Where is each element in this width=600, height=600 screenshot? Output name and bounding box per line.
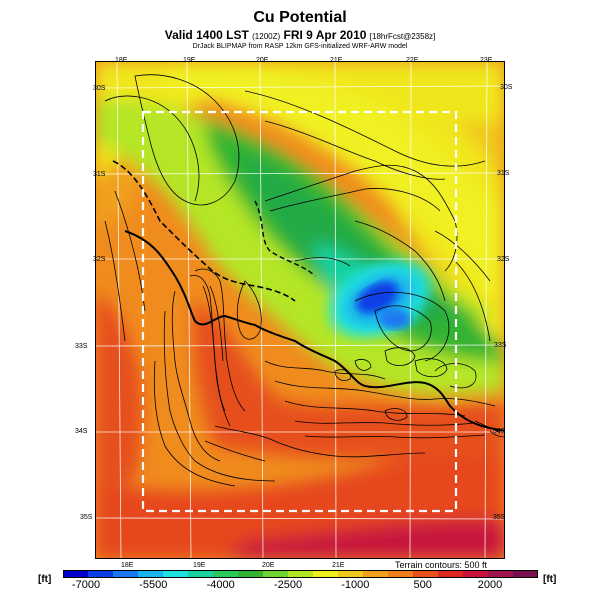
lat-label-right: 30S xyxy=(500,84,513,91)
colorbar xyxy=(63,570,538,578)
colorbar-swatch xyxy=(188,570,214,578)
lon-label-bottom: 21E xyxy=(332,562,345,569)
colorbar-label: -4000 xyxy=(206,579,235,591)
lat-label-left: 31S xyxy=(93,171,106,178)
colorbar-unit-left: [ft] xyxy=(38,574,52,585)
cu-potential-map xyxy=(95,61,505,559)
map-subtitle: Valid 1400 LST (1200Z) FRI 9 Apr 2010 [1… xyxy=(0,28,600,42)
lat-label-right: 31S xyxy=(497,170,510,177)
lat-label-right: 35S xyxy=(493,514,506,521)
colorbar-frame xyxy=(63,570,538,578)
colorbar-swatch xyxy=(138,570,164,578)
lon-label-top: 18E xyxy=(115,57,128,64)
lon-label-bottom: 20E xyxy=(262,562,275,569)
colorbar-swatch xyxy=(263,570,289,578)
lat-label-right: 32S xyxy=(497,256,510,263)
terrain-contour-note: Terrain contours: 500 ft xyxy=(395,560,488,570)
lon-label-top: 22E xyxy=(406,57,419,64)
graticule xyxy=(95,61,505,559)
lon-label-top: 23E xyxy=(480,57,493,64)
forecast-info: [18hrFcst@2358z] xyxy=(369,32,436,41)
colorbar-label: 500 xyxy=(413,579,432,591)
colorbar-swatch xyxy=(388,570,414,578)
colorbar-swatch xyxy=(213,570,239,578)
colorbar-swatch xyxy=(338,570,364,578)
map-title: Cu Potential xyxy=(253,9,347,26)
colorbar-label: -2500 xyxy=(273,579,303,591)
valid-time: Valid 1400 LST xyxy=(164,28,249,42)
lat-label-left: 34S xyxy=(75,428,88,435)
colorbar-swatch xyxy=(288,570,314,578)
colorbar-label: 2000 xyxy=(477,579,503,591)
colorbar-unit-right: [ft] xyxy=(543,574,557,585)
colorbar-swatch xyxy=(413,570,439,578)
coastline xyxy=(124,230,505,432)
colorbar-swatch xyxy=(488,570,514,578)
colorbar-swatch xyxy=(363,570,389,578)
lon-label-bottom: 19E xyxy=(193,562,206,569)
colorbar-label: -7000 xyxy=(71,579,101,591)
lat-label-left: 35S xyxy=(80,514,93,521)
colorbar-swatch xyxy=(63,570,89,578)
colorbar-swatch xyxy=(163,570,189,578)
colorbar-swatch xyxy=(113,570,139,578)
colorbar-label: -5500 xyxy=(139,579,168,591)
lat-label-left: 32S xyxy=(93,256,106,263)
zulu-time: (1200Z) xyxy=(252,32,281,41)
inner-domain-box xyxy=(141,110,458,513)
valid-date: FRI 9 Apr 2010 xyxy=(283,28,367,42)
map-frame xyxy=(95,61,505,559)
model-credit: DrJack BLIPMAP from RASP 12km GFS-initia… xyxy=(192,43,408,50)
colorbar-swatch xyxy=(88,570,114,578)
lon-label-top: 20E xyxy=(256,57,269,64)
colorbar-swatch xyxy=(238,570,264,578)
lat-label-left: 30S xyxy=(93,85,106,92)
terrain-contours xyxy=(104,74,505,487)
lat-label-right: 34S xyxy=(493,428,506,435)
colorbar-label: -1000 xyxy=(341,579,370,591)
lon-label-bottom: 18E xyxy=(121,562,134,569)
lon-label-top: 19E xyxy=(183,57,196,64)
lat-label-left: 33S xyxy=(75,343,88,350)
colorbar-swatch xyxy=(513,570,538,578)
colorbar-swatch xyxy=(438,570,464,578)
colorbar-swatch xyxy=(313,570,339,578)
lon-label-top: 21E xyxy=(330,57,343,64)
lat-label-right: 33S xyxy=(494,342,507,349)
colorbar-swatch xyxy=(463,570,489,578)
